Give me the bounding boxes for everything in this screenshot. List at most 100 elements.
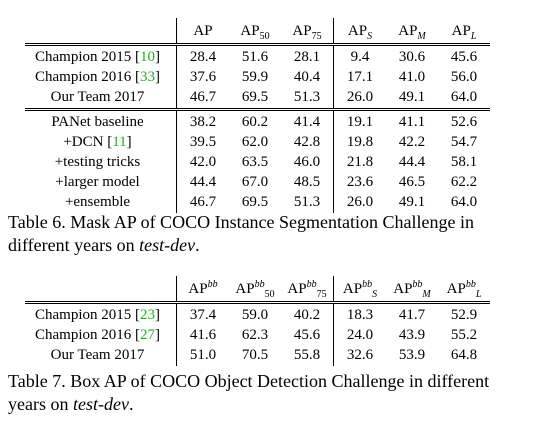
table-row: +ensemble 46.7 69.5 51.3 26.0 49.1 64.0 — [25, 193, 490, 213]
table-cell: 67.0 — [241, 174, 269, 190]
table-row: Champion 2015 [10] 28.4 51.6 28.1 9.4 30.6 45.… — [25, 43, 490, 68]
table-cell: 18.3 — [333, 301, 386, 326]
table-cell: 24.0 — [333, 326, 386, 346]
row-label: Champion 2016 [27] — [35, 327, 160, 343]
table-cell: 52.9 — [438, 301, 490, 326]
row-label: +DCN [11] — [63, 134, 132, 150]
citation-link[interactable]: 10 — [140, 49, 155, 65]
header-apm-bb: APbbM — [393, 279, 431, 300]
table-cell: 70.5 — [241, 347, 269, 363]
table-cell: 30.6 — [386, 43, 438, 68]
table-cell: 32.6 — [333, 346, 386, 366]
table-cell: 9.4 — [333, 43, 386, 68]
citation-link[interactable]: 23 — [140, 307, 155, 323]
table-cell: 39.5 — [176, 133, 229, 153]
table-cell: 40.2 — [281, 301, 334, 326]
table-7-body: Champion 2015 [23] 37.4 59.0 40.2 18.3 41.7 52… — [25, 301, 490, 366]
table-cell: 46.5 — [398, 174, 426, 190]
row-label: Champion 2015 [23] — [25, 301, 177, 326]
table-cell: 28.4 — [176, 43, 229, 68]
table-cell: 46.7 — [176, 88, 229, 110]
row-label: Champion 2016 [33] — [35, 69, 160, 85]
table-cell: 62.2 — [450, 174, 478, 190]
table-cell: 42.0 — [176, 153, 229, 173]
table-6-caption: Table 6. Mask AP of COCO Instance Segmen… — [8, 212, 474, 255]
table-cell: 69.5 — [241, 194, 269, 210]
table-row: +DCN [11] 39.5 62.0 42.8 19.8 42.2 54.7 — [25, 133, 490, 153]
table-cell: 64.0 — [450, 194, 478, 210]
table-cell: 19.8 — [333, 133, 386, 153]
table-cell: 64.8 — [450, 347, 478, 363]
table-cell: 59.0 — [229, 301, 281, 326]
table-cell: 63.5 — [241, 154, 269, 170]
table-cell: 55.2 — [450, 327, 478, 343]
citation-link[interactable]: 11 — [112, 134, 127, 150]
table-cell: 55.8 — [293, 347, 321, 363]
header-ap-bb: APbb — [176, 276, 229, 303]
table-cell: 60.2 — [229, 108, 281, 133]
table-cell: 37.4 — [176, 301, 229, 326]
header-ap50-bb: APbb50 — [235, 279, 275, 300]
table-cell: 19.1 — [333, 108, 386, 133]
table-cell: 51.3 — [293, 194, 321, 210]
table-cell: 49.1 — [398, 89, 426, 105]
table-cell: 64.0 — [450, 89, 478, 105]
table-7: APbb APbb50 APbb75 APbbS APbbM APbbL Cha… — [25, 276, 490, 366]
table-cell: 62.3 — [241, 327, 269, 343]
table-cell: 51.0 — [176, 346, 229, 366]
table-cell: 38.2 — [176, 108, 229, 133]
table-cell: 45.6 — [438, 43, 490, 68]
row-label: Our Team 2017 — [50, 347, 145, 363]
table-cell: 23.6 — [333, 173, 386, 193]
table-cell: 46.0 — [293, 154, 321, 170]
citation-link[interactable]: 27 — [140, 327, 155, 343]
header-ap75: AP75 — [292, 23, 322, 42]
table-cell: 37.6 — [176, 68, 229, 88]
row-label: Champion 2015 [10] — [25, 43, 177, 68]
table-cell: 40.4 — [293, 69, 321, 85]
table-cell: 26.0 — [333, 88, 386, 110]
row-label: +testing tricks — [54, 154, 141, 170]
table-6: AP AP50 AP75 APS APM APL Champion 2015 [… — [25, 18, 490, 213]
row-label: +larger model — [55, 174, 140, 190]
table-cell: 51.3 — [293, 89, 321, 105]
table-7-caption: Table 7. Box AP of COCO Object Detection… — [8, 371, 490, 414]
table-cell: 43.9 — [398, 327, 426, 343]
table-cell: 51.6 — [229, 43, 281, 68]
table-cell: 48.5 — [293, 174, 321, 190]
table-row: Champion 2015 [23] 37.4 59.0 40.2 18.3 41.7 52… — [25, 301, 490, 326]
table-row: +larger model 44.4 67.0 48.5 23.6 46.5 62.2 — [25, 173, 490, 193]
table-cell: 41.0 — [398, 69, 426, 85]
table-cell: 49.1 — [398, 194, 426, 210]
table-cell: 59.9 — [241, 69, 269, 85]
header-apm: APM — [398, 23, 426, 42]
row-label: Our Team 2017 — [50, 89, 145, 105]
table-6-group-1: Champion 2015 [10] 28.4 51.6 28.1 9.4 30.6 45.… — [25, 43, 490, 110]
table-cell: 41.7 — [386, 301, 438, 326]
table-cell: 41.1 — [386, 108, 438, 133]
header-ap: AP — [176, 18, 229, 45]
table-row: +testing tricks 42.0 63.5 46.0 21.8 44.4 58.1 — [25, 153, 490, 173]
table-cell: 45.6 — [293, 327, 321, 343]
table-cell: 28.1 — [281, 43, 334, 68]
table-cell: 41.4 — [281, 108, 334, 133]
header-aps-bb: APbbS — [333, 276, 386, 303]
table-row: PANet baseline 38.2 60.2 41.4 19.1 41.1 52.6 — [25, 108, 490, 133]
header-apl-bb: APbbL — [446, 279, 482, 300]
table-6-header: AP AP50 AP75 APS APM APL — [25, 18, 490, 45]
table-6-group-2: PANet baseline 38.2 60.2 41.4 19.1 41.1 52.6 +D… — [25, 108, 490, 213]
table-cell: 17.1 — [333, 68, 386, 88]
table-cell: 42.8 — [293, 134, 321, 150]
table-cell: 52.6 — [438, 108, 490, 133]
table-row: Champion 2016 [27] 41.6 62.3 45.6 24.0 43.9 55… — [25, 326, 490, 346]
table-cell: 53.9 — [398, 347, 426, 363]
table-cell: 44.4 — [176, 173, 229, 193]
table-row: Our Team 2017 46.7 69.5 51.3 26.0 49.1 64.0 — [25, 88, 490, 110]
row-label: +ensemble — [64, 194, 131, 210]
table-cell: 42.2 — [398, 134, 426, 150]
table-cell: 21.8 — [333, 153, 386, 173]
header-aps: APS — [333, 18, 386, 45]
table-cell: 26.0 — [333, 193, 386, 213]
citation-link[interactable]: 33 — [140, 69, 155, 85]
table-row: Champion 2016 [33] 37.6 59.9 40.4 17.1 41.0 56… — [25, 68, 490, 88]
